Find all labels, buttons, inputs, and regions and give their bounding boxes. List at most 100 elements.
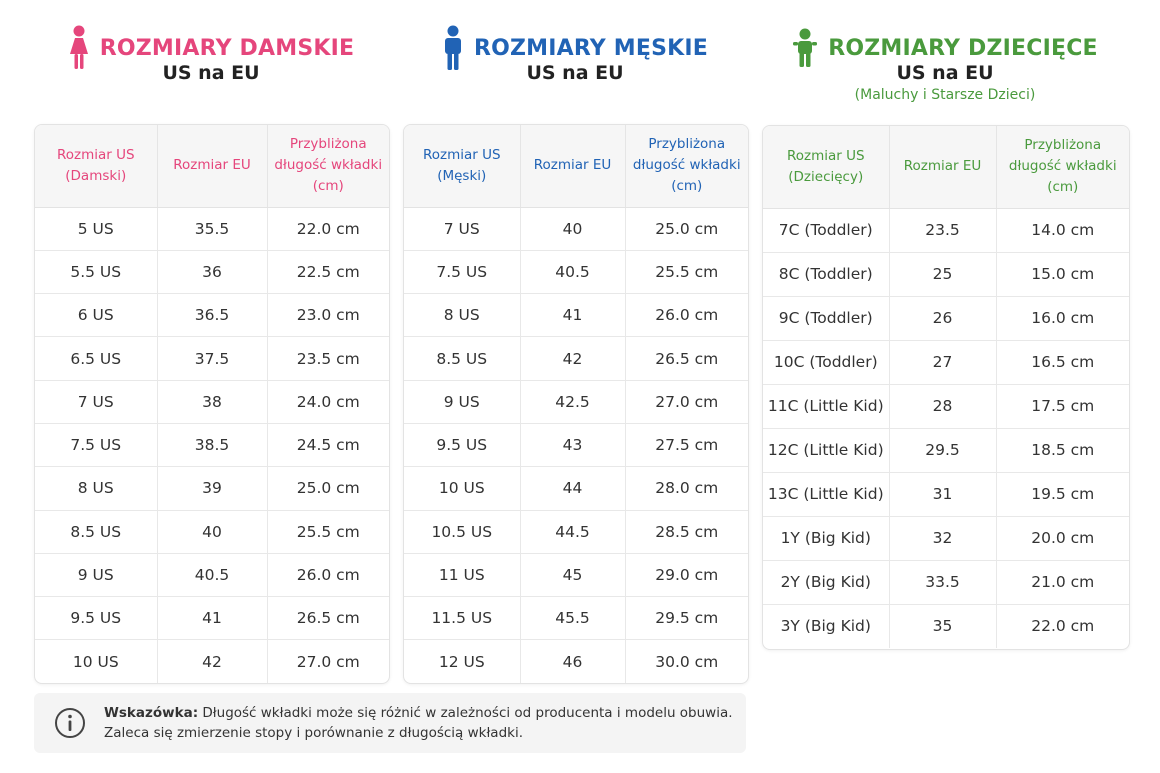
kids-table: Rozmiar US (Dziecięcy) Rozmiar EU Przybl… <box>763 126 1129 648</box>
size-us-cell: 10.5 US <box>404 509 521 554</box>
tip-line-2: Zaleca się zmierzenie stopy i porównanie… <box>104 725 524 741</box>
size-us-cell: 12 US <box>404 639 521 683</box>
size-eu-cell: 40.5 <box>520 249 626 294</box>
table-row: 5.5 US 36 22.5 cm <box>35 249 389 294</box>
size-us-cell: 8.5 US <box>404 336 521 381</box>
tip-box: Wskazówka: Długość wkładki może się różn… <box>34 693 746 753</box>
women-subtitle: US na EU <box>162 62 260 84</box>
man-icon <box>444 25 461 70</box>
kids-header-length: Przybliżona długość wkładki (cm) <box>996 126 1129 209</box>
size-eu-cell: 42.5 <box>520 379 626 424</box>
tip-line-1: Wskazówka: Długość wkładki może się różn… <box>104 703 733 723</box>
men-size-table: Rozmiar US (Męski) Rozmiar EU Przybliżon… <box>403 124 749 684</box>
size-eu-cell: 46 <box>520 639 626 683</box>
insole-length-cell: 27.0 cm <box>267 639 389 683</box>
size-eu-cell: 31 <box>889 471 997 516</box>
tip-text: Wskazówka: Długość wkładki może się różn… <box>104 703 733 743</box>
size-eu-cell: 32 <box>889 515 997 560</box>
insole-length-cell: 27.5 cm <box>625 422 748 467</box>
size-eu-cell: 44.5 <box>520 509 626 554</box>
size-us-cell: 7 US <box>404 207 521 251</box>
size-eu-cell: 38 <box>157 379 268 424</box>
women-section-header: ROZMIARY DAMSKIE US na EU <box>34 25 388 84</box>
men-section-header: ROZMIARY MĘSKIE US na EU <box>403 25 747 84</box>
kids-header-eu: Rozmiar EU <box>889 126 997 209</box>
size-eu-cell: 33.5 <box>889 559 997 604</box>
size-us-cell: 10 US <box>35 639 158 683</box>
kids-note: (Maluchy i Starsze Dzieci) <box>854 87 1036 103</box>
size-us-cell: 12C (Little Kid) <box>763 427 890 472</box>
size-us-cell: 8 US <box>35 466 158 511</box>
men-title-row: ROZMIARY MĘSKIE <box>403 25 747 70</box>
size-us-cell: 9.5 US <box>35 596 158 640</box>
size-us-cell: 11.5 US <box>404 596 521 640</box>
insole-length-cell: 22.5 cm <box>267 249 389 294</box>
kids-table-body: 7C (Toddler) 23.5 14.0 cm 8C (Toddler) 25 15.… <box>763 208 1129 648</box>
men-table-body: 7 US 40 25.0 cm 7.5 US 40.5 25.5 cm 8 US 41 26.0… <box>404 207 748 683</box>
insole-length-cell: 18.5 cm <box>996 427 1129 472</box>
size-eu-cell: 44 <box>520 466 626 511</box>
insole-length-cell: 28.0 cm <box>625 466 748 511</box>
women-table-body: 5 US 35.5 22.0 cm 5.5 US 36 22.5 cm 6 US 36.5 23… <box>35 207 389 683</box>
table-row: 12C (Little Kid) 29.5 18.5 cm <box>763 427 1129 472</box>
women-table: Rozmiar US (Damski) Rozmiar EU Przybliżo… <box>35 125 389 683</box>
men-subtitle: US na EU <box>526 62 624 84</box>
size-us-cell: 7.5 US <box>404 249 521 294</box>
insole-length-cell: 22.0 cm <box>996 603 1129 648</box>
size-eu-cell: 36 <box>157 249 268 294</box>
table-row: 10 US 42 27.0 cm <box>35 639 389 683</box>
insole-length-cell: 20.0 cm <box>996 515 1129 560</box>
size-eu-cell: 40 <box>520 207 626 251</box>
table-row: 10 US 44 28.0 cm <box>404 466 748 511</box>
size-eu-cell: 43 <box>520 422 626 467</box>
size-us-cell: 6.5 US <box>35 336 158 381</box>
men-table: Rozmiar US (Męski) Rozmiar EU Przybliżon… <box>404 125 748 683</box>
size-us-cell: 7 US <box>35 379 158 424</box>
kids-section-header: ROZMIARY DZIECIĘCE US na EU (Maluchy i S… <box>762 28 1128 103</box>
size-us-cell: 7.5 US <box>35 422 158 467</box>
insole-length-cell: 29.0 cm <box>625 552 748 597</box>
insole-length-cell: 16.5 cm <box>996 339 1129 384</box>
table-row: 9 US 40.5 26.0 cm <box>35 552 389 597</box>
table-row: 5 US 35.5 22.0 cm <box>35 207 389 251</box>
insole-length-cell: 17.5 cm <box>996 383 1129 428</box>
size-eu-cell: 45.5 <box>520 596 626 640</box>
insole-length-cell: 25.0 cm <box>655 219 719 238</box>
size-eu-cell: 41 <box>520 293 626 337</box>
size-us-cell: 7C (Toddler) <box>763 208 890 252</box>
table-row: 7.5 US 40.5 25.5 cm <box>404 249 748 294</box>
table-row: 3Y (Big Kid) 35 22.0 cm <box>763 603 1129 648</box>
table-row: 7.5 US 38.5 24.5 cm <box>35 422 389 467</box>
table-row: 13C (Little Kid) 31 19.5 cm <box>763 471 1129 516</box>
size-eu-cell: 28 <box>889 383 997 428</box>
table-row: 11C (Little Kid) 28 17.5 cm <box>763 383 1129 428</box>
tip-label: Wskazówka: <box>104 705 199 721</box>
table-row: 2Y (Big Kid) 33.5 21.0 cm <box>763 559 1129 604</box>
size-us-cell: 9 US <box>35 552 158 597</box>
size-eu-cell: 40.5 <box>157 552 268 597</box>
women-size-table: Rozmiar US (Damski) Rozmiar EU Przybliżo… <box>34 124 390 684</box>
table-row: 8 US 41 26.0 cm <box>404 293 748 337</box>
insole-length-cell: 24.0 cm <box>267 379 389 424</box>
size-us-cell: 10C (Toddler) <box>763 339 890 384</box>
size-eu-cell: 29.5 <box>889 427 997 472</box>
table-row: 10.5 US 44.5 28.5 cm <box>404 509 748 554</box>
insole-length-cell: 23.5 cm <box>267 336 389 381</box>
kids-size-table: Rozmiar US (Dziecięcy) Rozmiar EU Przybl… <box>762 125 1130 650</box>
table-row: 8 US 39 25.0 cm <box>35 466 389 511</box>
table-row: 6.5 US 37.5 23.5 cm <box>35 336 389 381</box>
size-eu-cell: 36.5 <box>157 293 268 337</box>
women-title-row: ROZMIARY DAMSKIE <box>34 25 388 69</box>
size-us-cell: 13C (Little Kid) <box>763 471 890 516</box>
table-row: 8C (Toddler) 25 15.0 cm <box>763 251 1129 296</box>
insole-length-cell: 15.0 cm <box>996 251 1129 296</box>
insole-length-cell: 21.0 cm <box>996 559 1129 604</box>
insole-length-cell: 19.5 cm <box>996 471 1129 516</box>
insole-length-cell: 22.0 cm <box>296 219 360 238</box>
table-row: 8.5 US 40 25.5 cm <box>35 509 389 554</box>
insole-length-cell: 24.5 cm <box>267 422 389 467</box>
size-eu-cell: 38.5 <box>157 422 268 467</box>
size-eu-cell: 42 <box>520 336 626 381</box>
women-header-eu: Rozmiar EU <box>157 125 268 208</box>
insole-length-cell: 26.0 cm <box>625 293 748 337</box>
